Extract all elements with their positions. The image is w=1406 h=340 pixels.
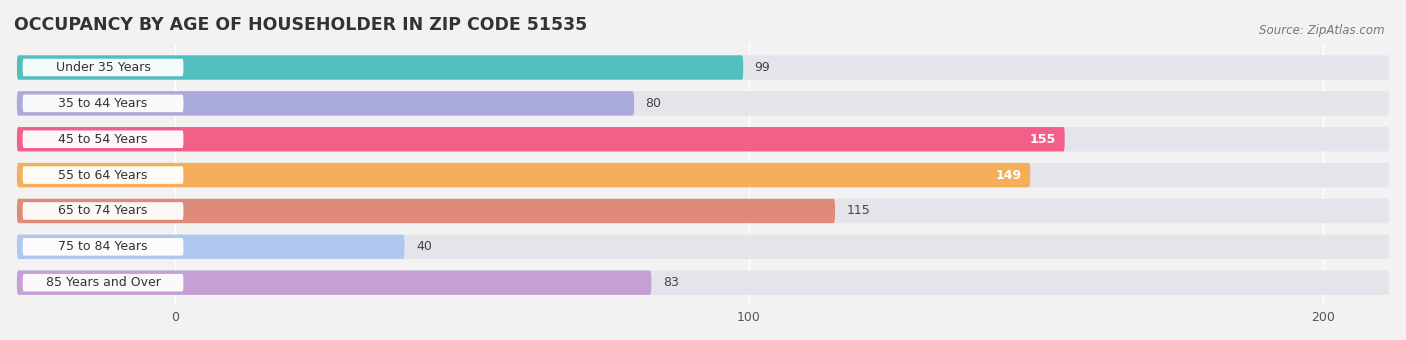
- Text: Under 35 Years: Under 35 Years: [56, 61, 150, 74]
- Text: 55 to 64 Years: 55 to 64 Years: [59, 169, 148, 182]
- Text: 149: 149: [995, 169, 1022, 182]
- Text: 65 to 74 Years: 65 to 74 Years: [59, 204, 148, 218]
- Text: OCCUPANCY BY AGE OF HOUSEHOLDER IN ZIP CODE 51535: OCCUPANCY BY AGE OF HOUSEHOLDER IN ZIP C…: [14, 16, 588, 34]
- FancyBboxPatch shape: [22, 59, 183, 76]
- Text: 75 to 84 Years: 75 to 84 Years: [58, 240, 148, 253]
- FancyBboxPatch shape: [17, 271, 651, 295]
- FancyBboxPatch shape: [22, 274, 183, 291]
- FancyBboxPatch shape: [17, 235, 1389, 259]
- Text: 115: 115: [846, 204, 870, 218]
- Text: 155: 155: [1029, 133, 1056, 146]
- FancyBboxPatch shape: [17, 271, 1389, 295]
- Text: 45 to 54 Years: 45 to 54 Years: [59, 133, 148, 146]
- Text: 83: 83: [662, 276, 679, 289]
- FancyBboxPatch shape: [22, 95, 183, 112]
- FancyBboxPatch shape: [17, 235, 405, 259]
- FancyBboxPatch shape: [17, 55, 744, 80]
- FancyBboxPatch shape: [17, 199, 835, 223]
- FancyBboxPatch shape: [22, 131, 183, 148]
- Text: Source: ZipAtlas.com: Source: ZipAtlas.com: [1260, 24, 1385, 37]
- FancyBboxPatch shape: [17, 91, 634, 116]
- FancyBboxPatch shape: [17, 55, 1389, 80]
- FancyBboxPatch shape: [17, 163, 1031, 187]
- Text: 80: 80: [645, 97, 662, 110]
- FancyBboxPatch shape: [17, 127, 1064, 151]
- Text: 99: 99: [755, 61, 770, 74]
- FancyBboxPatch shape: [17, 199, 1389, 223]
- FancyBboxPatch shape: [17, 127, 1389, 151]
- FancyBboxPatch shape: [22, 202, 183, 220]
- FancyBboxPatch shape: [22, 166, 183, 184]
- Text: 35 to 44 Years: 35 to 44 Years: [59, 97, 148, 110]
- FancyBboxPatch shape: [17, 163, 1389, 187]
- FancyBboxPatch shape: [17, 91, 1389, 116]
- Text: 85 Years and Over: 85 Years and Over: [45, 276, 160, 289]
- Text: 40: 40: [416, 240, 432, 253]
- FancyBboxPatch shape: [22, 238, 183, 256]
